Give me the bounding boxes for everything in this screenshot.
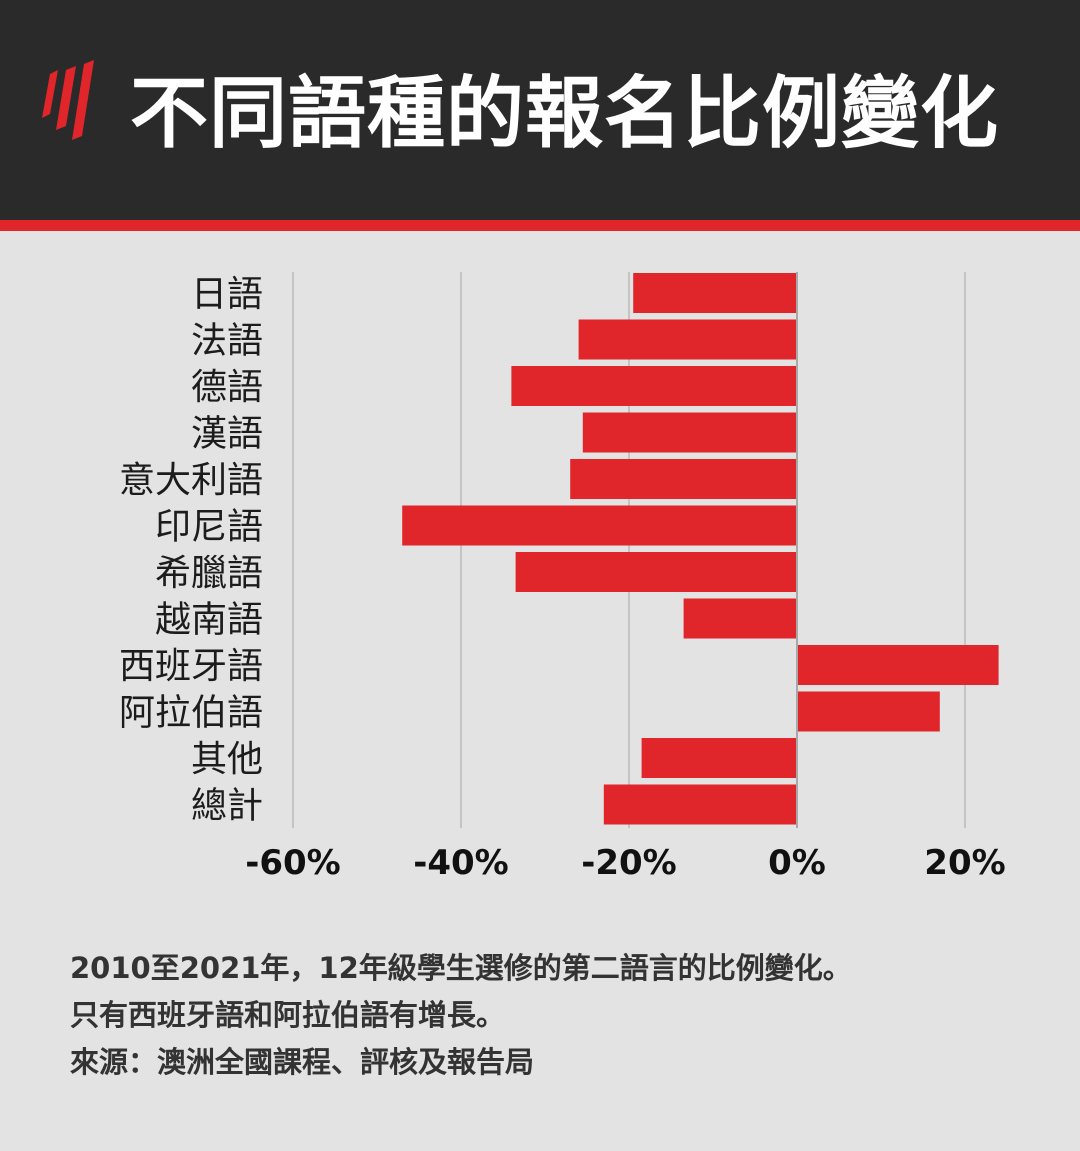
bar-3 [582, 412, 797, 453]
category-label-9: 阿拉伯語 [119, 693, 263, 734]
category-label-5: 印尼語 [155, 507, 263, 548]
bar-1 [578, 319, 797, 360]
page-title: 不同語種的報名比例變化 [130, 69, 1000, 159]
bar-10 [641, 738, 797, 778]
category-label-6: 希臘語 [155, 553, 263, 594]
category-label-2: 德語 [191, 367, 263, 408]
caption-line-2: 只有西班牙語和阿拉伯語有增長。 [70, 998, 506, 1032]
bar-5 [402, 505, 797, 546]
category-label-10: 其他 [191, 739, 263, 780]
x-tick-label-0: -60% [245, 843, 341, 883]
category-label-3: 漢語 [191, 414, 263, 455]
sbs-logo-icon [42, 60, 94, 140]
bar-0 [633, 273, 797, 313]
x-tick-label-1: -40% [413, 843, 509, 883]
category-label-4: 意大利語 [119, 460, 263, 501]
category-label-1: 法語 [191, 321, 263, 362]
header-bar: 不同語種的報名比例變化 [0, 0, 1080, 220]
bar-4 [570, 459, 797, 499]
bar-2 [511, 366, 797, 406]
x-tick-label-3: 0% [768, 843, 826, 883]
category-label-8: 西班牙語 [119, 646, 263, 687]
category-label-11: 總計 [191, 786, 263, 827]
header-accent-rule [0, 220, 1080, 231]
category-label-0: 日語 [191, 274, 263, 315]
caption-line-3: 來源：澳洲全國課程、評核及報告局 [70, 1045, 535, 1079]
caption: 2010至2021年，12年級學生選修的第二語言的比例變化。 只有西班牙語和阿拉… [70, 945, 1030, 1086]
category-label-7: 越南語 [155, 600, 263, 641]
x-tick-label-4: 20% [924, 843, 1005, 883]
bar-6 [515, 552, 797, 592]
bar-11 [603, 784, 797, 825]
bar-9 [797, 691, 940, 732]
bar-8 [797, 645, 999, 685]
caption-line-1: 2010至2021年，12年級學生選修的第二語言的比例變化。 [70, 951, 852, 985]
x-tick-label-2: -20% [581, 843, 677, 883]
bar-7 [683, 598, 797, 639]
